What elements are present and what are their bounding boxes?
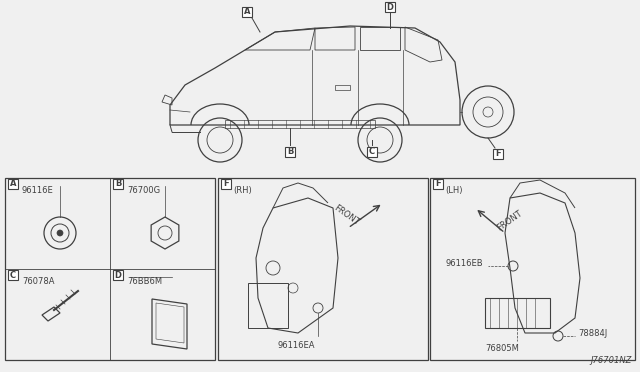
Text: C: C bbox=[369, 148, 375, 157]
Text: D: D bbox=[115, 270, 122, 279]
Bar bbox=[5, 178, 215, 360]
Text: D: D bbox=[387, 3, 394, 12]
Text: 96116E: 96116E bbox=[22, 186, 54, 195]
Bar bbox=[430, 178, 635, 360]
Bar bbox=[225, 120, 375, 128]
Bar bbox=[335, 85, 350, 90]
Bar bbox=[218, 178, 428, 360]
FancyBboxPatch shape bbox=[385, 2, 395, 12]
Text: FRONT: FRONT bbox=[332, 203, 360, 227]
FancyBboxPatch shape bbox=[285, 147, 295, 157]
FancyBboxPatch shape bbox=[221, 179, 231, 189]
Text: 76700G: 76700G bbox=[127, 186, 160, 195]
FancyBboxPatch shape bbox=[433, 179, 443, 189]
Text: C: C bbox=[10, 270, 16, 279]
Text: B: B bbox=[115, 180, 121, 189]
Text: FRONT: FRONT bbox=[495, 209, 524, 232]
FancyBboxPatch shape bbox=[493, 149, 503, 159]
Text: 96116EB: 96116EB bbox=[445, 260, 483, 269]
Text: B: B bbox=[287, 148, 293, 157]
Text: F: F bbox=[495, 150, 501, 158]
Text: 76078A: 76078A bbox=[22, 277, 54, 286]
Text: 96116EA: 96116EA bbox=[278, 341, 316, 350]
FancyBboxPatch shape bbox=[113, 270, 123, 280]
Text: (LH): (LH) bbox=[445, 186, 463, 195]
Text: 78884J: 78884J bbox=[578, 330, 607, 339]
Text: A: A bbox=[244, 7, 250, 16]
FancyBboxPatch shape bbox=[8, 179, 18, 189]
Text: 76805M: 76805M bbox=[485, 344, 519, 353]
FancyBboxPatch shape bbox=[242, 7, 252, 17]
Text: F: F bbox=[223, 180, 229, 189]
FancyBboxPatch shape bbox=[8, 270, 18, 280]
Text: F: F bbox=[435, 180, 441, 189]
Bar bbox=[485, 298, 550, 328]
Circle shape bbox=[57, 230, 63, 236]
Bar bbox=[248, 283, 288, 328]
Text: (RH): (RH) bbox=[233, 186, 252, 195]
Text: 76BB6M: 76BB6M bbox=[127, 277, 162, 286]
FancyBboxPatch shape bbox=[367, 147, 377, 157]
Text: A: A bbox=[10, 180, 16, 189]
Text: J76701NZ: J76701NZ bbox=[591, 356, 632, 365]
FancyBboxPatch shape bbox=[113, 179, 123, 189]
